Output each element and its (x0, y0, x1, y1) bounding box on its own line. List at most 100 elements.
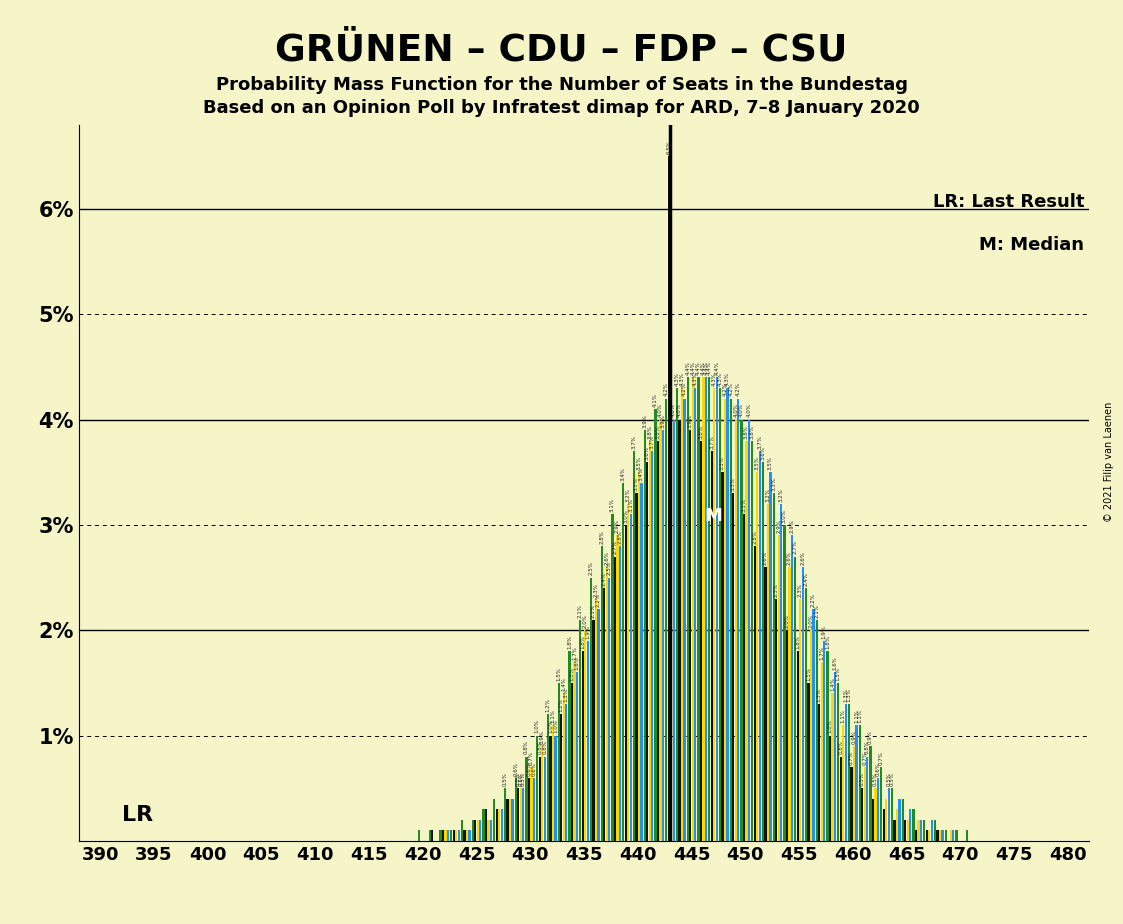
Text: 1.5%: 1.5% (806, 667, 811, 681)
Bar (740, 419, 742, 841)
Bar (445, 831, 447, 841)
Text: 4.1%: 4.1% (668, 393, 674, 407)
Text: 4.2%: 4.2% (664, 383, 669, 396)
Text: 4.2%: 4.2% (729, 383, 733, 396)
Text: 6.5%: 6.5% (666, 140, 672, 154)
Text: 1.2%: 1.2% (546, 699, 550, 712)
Text: 2.5%: 2.5% (606, 562, 612, 576)
Bar (563, 693, 565, 841)
Bar (894, 820, 896, 841)
Bar (560, 714, 563, 841)
Text: 3.3%: 3.3% (772, 478, 776, 492)
Text: 0.5%: 0.5% (515, 772, 521, 786)
Bar (934, 820, 937, 841)
Bar (622, 482, 624, 841)
Bar (530, 767, 532, 841)
Text: M: Median: M: Median (979, 236, 1084, 254)
Text: 2.8%: 2.8% (752, 530, 757, 544)
Text: 0.6%: 0.6% (531, 761, 537, 775)
Bar (574, 662, 576, 841)
Text: 4.3%: 4.3% (675, 372, 679, 386)
Bar (565, 704, 567, 841)
Bar (678, 419, 681, 841)
Text: 4.4%: 4.4% (703, 361, 709, 375)
Text: 4.0%: 4.0% (677, 404, 682, 418)
Bar (837, 683, 839, 841)
Text: 1.8%: 1.8% (567, 636, 572, 650)
Bar (871, 798, 874, 841)
Bar (493, 798, 495, 841)
Text: 2.3%: 2.3% (797, 583, 803, 597)
Bar (487, 820, 490, 841)
Bar (754, 546, 756, 841)
Bar (592, 620, 594, 841)
Text: 0.6%: 0.6% (527, 761, 531, 775)
Bar (447, 831, 449, 841)
Text: 1.0%: 1.0% (828, 720, 832, 734)
Text: 1.1%: 1.1% (853, 709, 859, 723)
Text: 3.5%: 3.5% (768, 456, 773, 470)
Bar (667, 156, 670, 841)
Text: LR: Last Result: LR: Last Result (933, 193, 1084, 211)
Text: 3.5%: 3.5% (720, 456, 725, 470)
Bar (769, 472, 772, 841)
Bar (856, 725, 858, 841)
Bar (807, 683, 810, 841)
Bar (476, 820, 478, 841)
Bar (891, 788, 893, 841)
Bar (464, 831, 466, 841)
Bar (539, 757, 541, 841)
Bar (850, 767, 852, 841)
Text: 4.3%: 4.3% (718, 372, 722, 386)
Bar (821, 662, 823, 841)
Bar (848, 704, 850, 841)
Bar (694, 388, 696, 841)
Text: 1.3%: 1.3% (843, 688, 848, 702)
Text: 1.9%: 1.9% (585, 625, 591, 638)
Bar (472, 820, 474, 841)
Bar (501, 809, 503, 841)
Bar (941, 831, 943, 841)
Bar (931, 820, 933, 841)
Text: 3.7%: 3.7% (631, 435, 637, 449)
Bar (730, 398, 732, 841)
Text: 1.3%: 1.3% (564, 688, 568, 702)
Text: 2.2%: 2.2% (596, 593, 601, 607)
Text: 4.4%: 4.4% (696, 361, 701, 375)
Bar (544, 757, 546, 841)
Bar (603, 588, 605, 841)
Bar (431, 831, 433, 841)
Text: LR: LR (121, 805, 153, 825)
Bar (617, 535, 619, 841)
Bar (536, 736, 538, 841)
Bar (665, 398, 667, 841)
Text: Probability Mass Function for the Number of Seats in the Bundestag: Probability Mass Function for the Number… (216, 76, 907, 93)
Text: 4.4%: 4.4% (714, 361, 719, 375)
Bar (705, 378, 707, 841)
Text: 4.2%: 4.2% (722, 383, 728, 396)
Bar (630, 515, 632, 841)
Text: 0.6%: 0.6% (876, 761, 880, 775)
Text: 4.3%: 4.3% (725, 372, 730, 386)
Text: © 2021 Filip van Laenen: © 2021 Filip van Laenen (1104, 402, 1114, 522)
Bar (655, 409, 657, 841)
Text: 4.2%: 4.2% (736, 383, 741, 396)
Bar (605, 567, 608, 841)
Text: M: M (704, 507, 722, 525)
Bar (709, 378, 711, 841)
Text: 0.7%: 0.7% (849, 751, 853, 765)
Bar (483, 809, 485, 841)
Text: 0.8%: 0.8% (524, 741, 529, 755)
Bar (827, 651, 829, 841)
Bar (869, 746, 871, 841)
Bar (455, 831, 457, 841)
Bar (925, 831, 928, 841)
Text: 0.5%: 0.5% (889, 772, 895, 786)
Bar (844, 704, 847, 841)
Text: 1.0%: 1.0% (535, 720, 540, 734)
Text: 4.3%: 4.3% (693, 372, 697, 386)
Text: 0.5%: 0.5% (886, 772, 892, 786)
Bar (551, 725, 554, 841)
Bar (915, 831, 917, 841)
Bar (584, 630, 586, 841)
